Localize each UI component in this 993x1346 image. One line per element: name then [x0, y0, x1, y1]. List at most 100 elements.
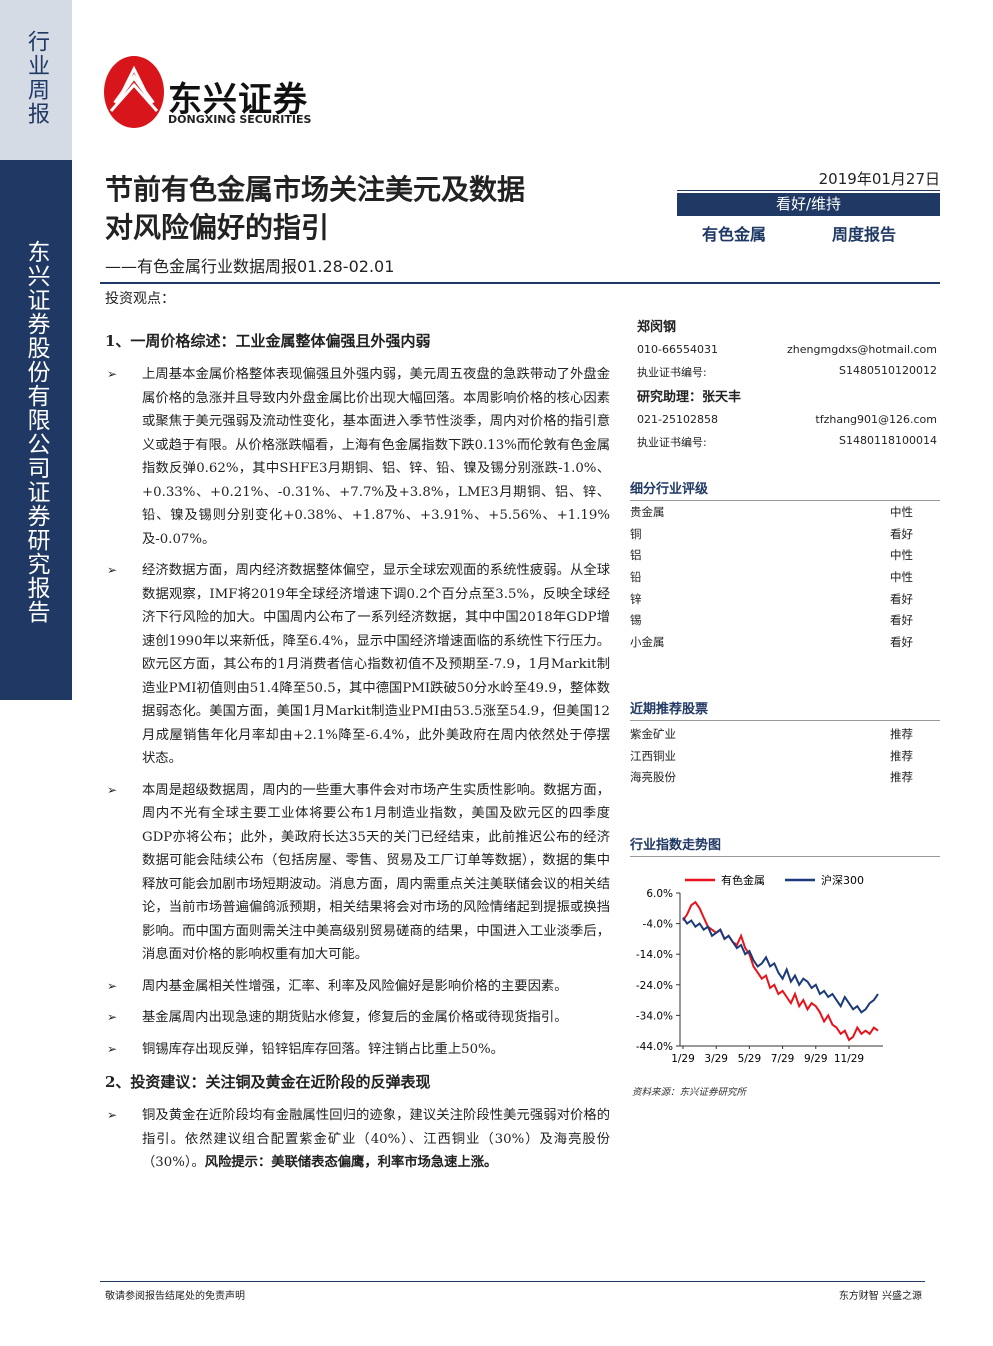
- bullet-text: 本周是超级数据周，周内的一些重大事件会对市场产生实质性影响。数据方面，周内不光有…: [142, 782, 610, 963]
- email: tfzhang901@126.com: [815, 413, 937, 426]
- stocks-table: 紫金矿业 推荐 江西铜业 推荐 海亮股份 推荐: [630, 724, 913, 789]
- footer-note: 敬请参阅报告结尾处的免责声明: [105, 1291, 245, 1302]
- row-label: 小金属: [630, 635, 665, 650]
- industry: 有色金属: [702, 225, 767, 244]
- row-value: 推荐: [890, 770, 913, 785]
- row-value: 看好: [890, 635, 913, 650]
- row-value: 中性: [890, 548, 913, 563]
- y-tick-label: 6.0%: [646, 888, 673, 900]
- section-title: 行业指数走势图: [630, 834, 940, 857]
- cert-no: S1480510120012: [839, 364, 937, 377]
- table-row: 贵金属 中性: [630, 502, 913, 524]
- table-row: 铅 中性: [630, 567, 913, 589]
- bullet-text: 铜及黄金在近阶段均有金融属性回归的迹象，建议关注阶段性美元强弱对价格的指引。依然…: [142, 1108, 610, 1170]
- bullet-text: 经济数据方面，周内经济数据整体偏空，显示全球宏观面的系统性疲弱。从全球数据观察，…: [142, 563, 610, 766]
- row-label: 海亮股份: [630, 770, 676, 785]
- bullet-bold: 风险提示：美联储表态偏鹰，利率市场急速上涨。: [204, 1155, 498, 1170]
- y-tick-label: -44.0%: [636, 1041, 673, 1053]
- section-heading: 2、投资建议：关注铜及黄金在近阶段的反弹表现: [105, 1073, 431, 1091]
- table-row: 铜 看好: [630, 524, 913, 546]
- row-label: 锡: [630, 613, 642, 628]
- title: 节前有色金属市场关注美元及数据: [105, 173, 526, 206]
- logo-english: DONGXING SECURITIES: [168, 113, 312, 126]
- logo-mark: [104, 56, 164, 128]
- legend-label: 沪深300: [821, 873, 864, 887]
- phone: 010-66554031: [637, 343, 718, 356]
- cert: 执业证书编号: S1480510120012: [637, 364, 937, 380]
- section-title: 细分行业评级: [630, 478, 940, 501]
- y-tick-label: -14.0%: [636, 949, 673, 961]
- contact: 010-66554031 zhengmgdxs@hotmail.com: [637, 343, 937, 356]
- row-value: 推荐: [890, 748, 913, 763]
- date: 2019年01月27日: [677, 168, 940, 191]
- x-tick-label: 5/29: [738, 1053, 762, 1065]
- row-value: 看好: [890, 591, 913, 606]
- title: 对风险偏好的指引: [105, 211, 330, 244]
- bullet: 铜及黄金在近阶段均有金融属性回归的迹象，建议关注阶段性美元强弱对价格的指引。依然…: [105, 1104, 610, 1175]
- bullet: 铜锡库存出现反弹，铅锌铝库存回落。锌注销占比重上50%。: [105, 1038, 610, 1062]
- table-row: 铝 中性: [630, 545, 913, 567]
- series-line: [682, 916, 879, 1014]
- cert-no: S1480118100014: [839, 434, 937, 447]
- logo-name: 东兴证券: [168, 80, 308, 120]
- series-line: [682, 900, 879, 1042]
- row-label: 紫金矿业: [630, 727, 676, 741]
- report-type: 周度报告: [832, 225, 897, 244]
- table-row: 紫金矿业 推荐: [630, 724, 913, 746]
- table-row: 江西铜业 推荐: [630, 746, 913, 768]
- row-value: 中性: [890, 570, 913, 585]
- intro: 投资观点：: [105, 291, 175, 307]
- assistant-name: 研究助理：张天丰: [637, 390, 742, 405]
- row-label: 锌: [630, 591, 642, 606]
- row-label: 铅: [630, 570, 642, 585]
- rating-bar: 看好/维持: [677, 193, 940, 216]
- divider: [100, 282, 940, 284]
- y-tick-label: -4.0%: [643, 919, 673, 931]
- row-value: 看好: [890, 613, 913, 628]
- source: 资料来源：东兴证券研究所: [632, 1087, 747, 1098]
- legend-label: 有色金属: [721, 873, 765, 887]
- main-column: 1、一周价格综述：工业金属整体偏强且外强内弱上周基本金属价格整体表现偏强且外强内…: [105, 320, 610, 1183]
- contact: 021-25102858 tfzhang901@126.com: [637, 413, 937, 426]
- row-label: 江西铜业: [630, 748, 676, 763]
- footer-slogan: 东方财智 兴盛之源: [838, 1291, 922, 1302]
- section-heading: 1、一周价格综述：工业金属整体偏强且外强内弱: [105, 332, 431, 350]
- ratings-table: 贵金属 中性铜看好铝中性铅中性锌看好锡看好 小金属 看好: [630, 502, 913, 654]
- sidebar-label: 行业周报: [0, 0, 72, 160]
- sidebar-company: 东兴证券股份有限公司证券研究报告: [0, 160, 72, 700]
- x-tick-label: 7/29: [771, 1053, 795, 1065]
- bullet: 周内基金属相关性增强，汇率、利率及风险偏好是影响价格的主要因素。: [105, 975, 610, 999]
- footer-line: [100, 1281, 925, 1282]
- row-label: 铜: [630, 526, 642, 541]
- subtitle: ——有色金属行业数据周报01.28-02.01: [105, 257, 395, 276]
- cert-label: 执业证书编号:: [637, 436, 707, 449]
- email: zhengmgdxs@hotmail.com: [787, 343, 937, 356]
- bullet-text: 铜锡库存出现反弹，铅锌铝库存回落。锌注销占比重上50%。: [142, 1041, 504, 1057]
- row-value: 中性: [890, 505, 913, 519]
- analysts: 郑闵钢 010-66554031 zhengmgdxs@hotmail.com 执…: [637, 316, 940, 450]
- row-label: 铝: [630, 548, 642, 563]
- bullet: 基金属周内出现急速的期货贴水修复，修复后的金属价格或待现货指引。: [105, 1006, 610, 1030]
- bullet-text: 基金属周内出现急速的期货贴水修复，修复后的金属价格或待现货指引。: [142, 1010, 568, 1025]
- bullet: 上周基本金属价格整体表现偏强且外强内弱，美元周五夜盘的急跌带动了外盘金属价格的急…: [105, 363, 610, 551]
- y-tick-label: -34.0%: [636, 1010, 673, 1022]
- row-value: 推荐: [890, 727, 913, 741]
- bullet: 本周是超级数据周，周内的一些重大事件会对市场产生实质性影响。数据方面，周内不光有…: [105, 779, 610, 967]
- bullet-text: 周内基金属相关性增强，汇率、利率及风险偏好是影响价格的主要因素。: [142, 978, 568, 994]
- chart: 6.0% -4.0% -14.0% -24.0% -34.0% -44.0%1/29 3/2…: [636, 873, 883, 1065]
- bullet: 经济数据方面，周内经济数据整体偏空，显示全球宏观面的系统性疲弱。从全球数据观察，…: [105, 559, 610, 771]
- table-row: 海亮股份 推荐: [630, 767, 913, 789]
- x-tick-label: 9/29: [804, 1053, 828, 1065]
- y-tick-label: -24.0%: [636, 980, 673, 992]
- bullet-text: 上周基本金属价格整体表现偏强且外强内弱，美元周五夜盘的急跌带动了外盘金属价格的急…: [142, 367, 610, 547]
- phone: 021-25102858: [637, 413, 718, 426]
- table-row: 小金属 看好: [630, 632, 913, 654]
- row-label: 贵金属: [630, 505, 665, 519]
- table-row: 锡 看好: [630, 610, 913, 632]
- analyst-name: 郑闵钢: [637, 320, 677, 335]
- x-tick-label: 3/29: [704, 1053, 728, 1065]
- cert-label: 执业证书编号:: [637, 366, 707, 379]
- table-row: 锌 看好: [630, 589, 913, 611]
- cert: 执业证书编号: S1480118100014: [637, 434, 937, 450]
